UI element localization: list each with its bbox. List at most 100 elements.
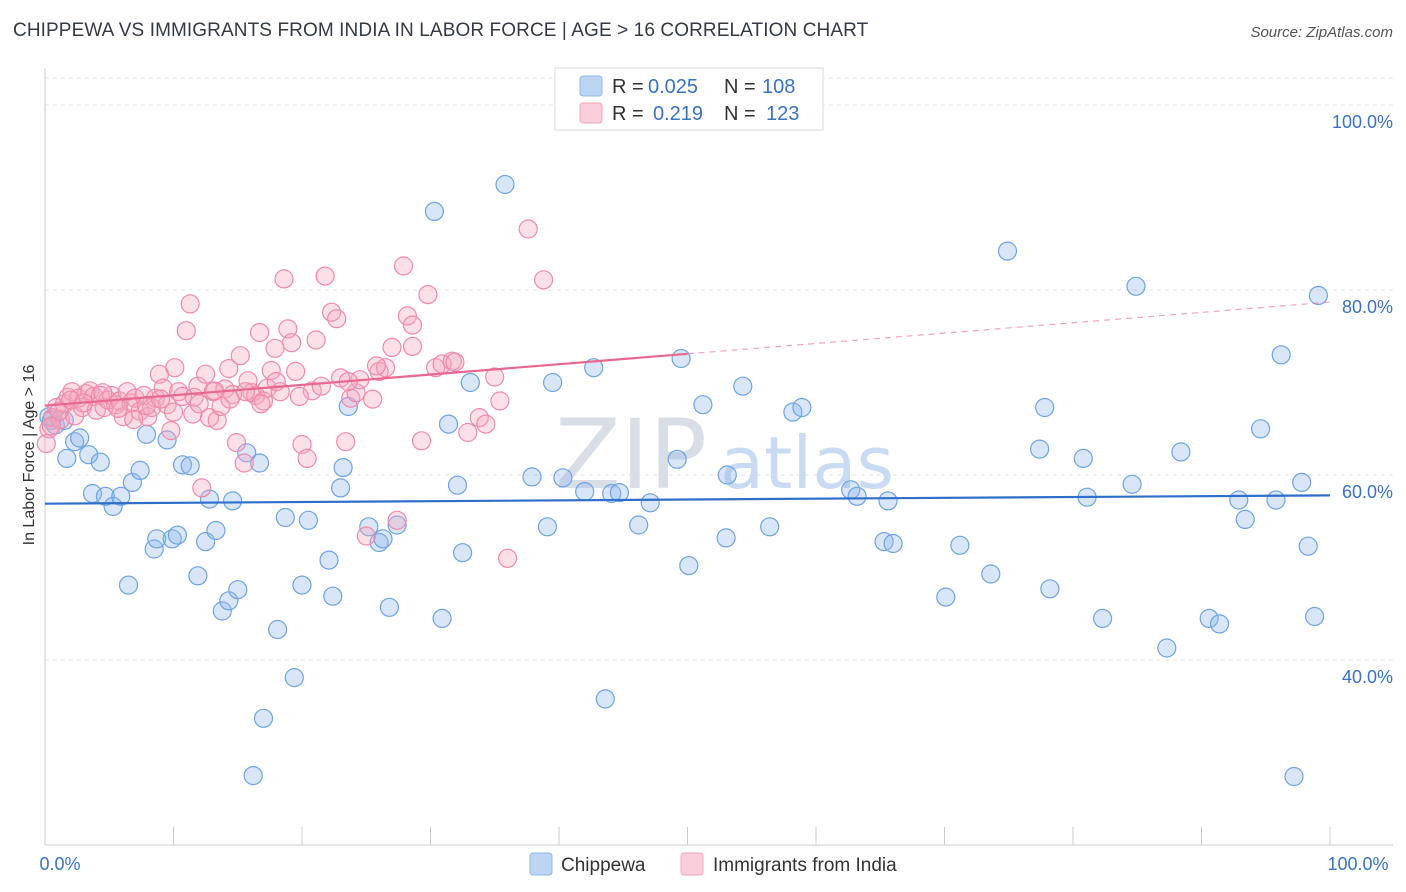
source-label: Source: ZipAtlas.com	[1250, 24, 1393, 41]
chippewa-point	[188, 566, 208, 586]
india-point	[458, 422, 478, 443]
series-chippewa	[39, 174, 1329, 787]
chippewa-point	[1040, 579, 1060, 599]
chippewa-point	[1029, 439, 1050, 459]
chippewa-point	[522, 467, 542, 487]
chippewa-point	[733, 376, 753, 396]
axes	[44, 68, 1393, 846]
legend-r-label-1: R =	[612, 103, 644, 125]
india-point	[402, 315, 423, 335]
india-point	[36, 434, 56, 454]
chippewa-point	[250, 453, 270, 473]
india-point	[226, 433, 247, 453]
india-point	[445, 352, 465, 372]
india-point	[518, 219, 538, 239]
bottom-legend-label-india: Immigrants from India	[713, 855, 897, 876]
chippewa-point	[331, 478, 351, 498]
chippewa-point	[671, 348, 691, 369]
india-point	[261, 360, 281, 381]
india-point	[41, 416, 62, 436]
chippewa-point	[1292, 472, 1312, 492]
watermark: ZIP atlas	[555, 399, 894, 511]
chippewa-point	[997, 241, 1018, 261]
chippewa-point	[602, 483, 622, 504]
chippewa-point	[1298, 536, 1318, 556]
chippewa-point	[783, 402, 803, 422]
legend-n-value-0: 108	[762, 76, 795, 98]
chippewa-point	[460, 372, 480, 393]
chippewa-point	[180, 456, 200, 476]
india-point	[402, 336, 423, 356]
trend-line-chippewa	[44, 494, 1331, 505]
chippewa-point	[206, 520, 226, 541]
chippewa-point	[950, 535, 970, 555]
india-point	[297, 448, 317, 468]
y-tick-label-60: 60.0%	[1342, 482, 1393, 502]
chippewa-point	[1235, 509, 1255, 530]
india-point	[161, 421, 181, 441]
y-tick-label-80: 80.0%	[1342, 297, 1393, 317]
chippewa-point	[1250, 419, 1271, 439]
chippewa-point	[172, 455, 193, 475]
trend-lines	[44, 301, 1331, 505]
india-point	[230, 346, 250, 366]
india-point	[176, 321, 196, 341]
chippewa-point	[228, 580, 248, 600]
legend-r-label-0: R =	[612, 76, 644, 98]
india-point	[183, 404, 203, 424]
india-point	[49, 401, 69, 421]
chippewa-point	[792, 397, 812, 418]
chippewa-point	[79, 445, 99, 465]
india-point	[311, 376, 331, 396]
chippewa-point	[883, 533, 903, 554]
india-point	[286, 361, 306, 381]
legend-n-label-1: N =	[724, 103, 756, 125]
chippewa-point	[609, 483, 630, 503]
chippewa-point	[447, 475, 468, 495]
chippewa-point	[1284, 766, 1304, 787]
chippewa-point	[136, 424, 157, 444]
trend-line-india	[44, 352, 688, 407]
x-tick-label-min: 0.0%	[39, 854, 80, 874]
india-point	[490, 391, 510, 411]
india-point	[476, 414, 496, 434]
india-point	[124, 409, 144, 430]
chippewa-point	[275, 507, 295, 528]
chippewa-point	[981, 564, 1001, 584]
india-point	[165, 358, 185, 378]
chippewa-point	[629, 515, 649, 535]
india-point	[533, 270, 554, 290]
india-point	[341, 388, 361, 408]
watermark-zip: ZIP	[555, 399, 707, 511]
chippewa-point	[323, 586, 343, 606]
chippewa-point	[1199, 608, 1219, 629]
chippewa-point	[760, 517, 780, 537]
india-point	[418, 285, 438, 305]
india-point	[306, 330, 326, 350]
chippewa-point	[284, 667, 304, 688]
chippewa-point	[387, 515, 407, 535]
india-point	[336, 432, 356, 452]
chippewa-point	[298, 510, 318, 530]
chippewa-point	[319, 550, 339, 570]
chippewa-point	[1229, 490, 1249, 510]
chippewa-point	[847, 486, 867, 506]
chippewa-point	[167, 525, 187, 545]
india-point	[393, 256, 414, 276]
legend-r-value-1: 0.219	[653, 103, 703, 125]
chippewa-point	[584, 358, 604, 378]
india-point	[397, 306, 417, 326]
chippewa-point	[542, 372, 563, 393]
chippewa-point	[667, 449, 687, 469]
chippewa-point	[253, 708, 274, 728]
chippewa-point	[64, 432, 85, 452]
chippewa-point	[1266, 490, 1286, 510]
india-point	[411, 431, 432, 451]
india-point	[234, 453, 254, 473]
chippewa-point	[162, 529, 182, 549]
india-point	[327, 309, 347, 329]
chippewa-point	[1035, 397, 1055, 418]
india-point	[315, 266, 335, 286]
chippewa-point	[595, 689, 615, 709]
